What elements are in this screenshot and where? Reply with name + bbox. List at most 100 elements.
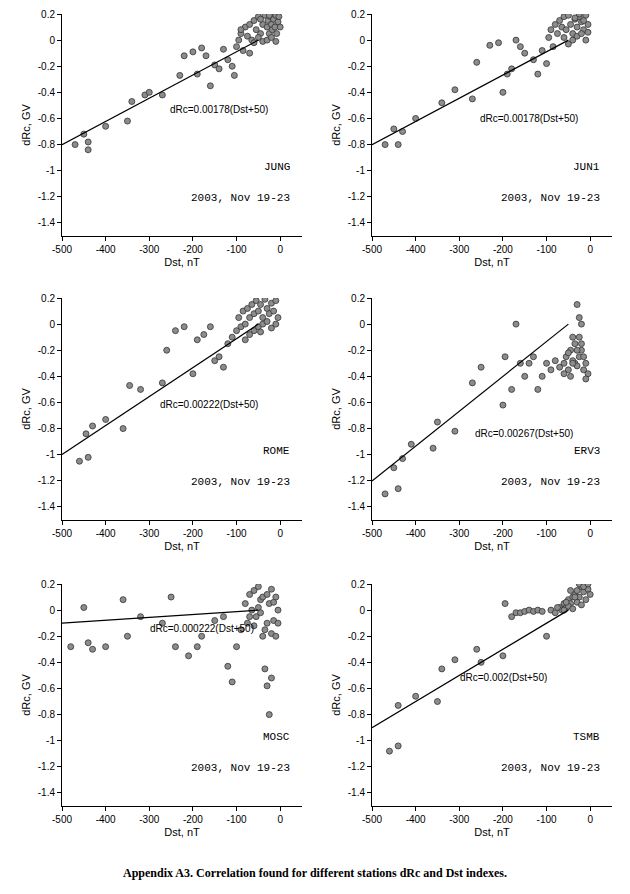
svg-text:-1: -1 <box>356 165 365 176</box>
svg-text:-1.2: -1.2 <box>348 475 366 486</box>
svg-text:dRc, GV: dRc, GV <box>330 388 342 430</box>
svg-text:TSMB: TSMB <box>573 731 600 743</box>
svg-text:-1.4: -1.4 <box>348 787 366 798</box>
svg-text:-100: -100 <box>227 814 247 825</box>
svg-text:dRc, GV: dRc, GV <box>330 674 342 716</box>
svg-text:dRc, GV: dRc, GV <box>330 104 342 146</box>
svg-text:0: 0 <box>49 605 55 616</box>
svg-text:0.2: 0.2 <box>41 293 55 304</box>
svg-text:-1.4: -1.4 <box>38 787 56 798</box>
svg-text:0.2: 0.2 <box>41 579 55 590</box>
svg-text:-1: -1 <box>356 735 365 746</box>
svg-text:-0.6: -0.6 <box>348 397 366 408</box>
svg-text:-100: -100 <box>537 244 557 255</box>
svg-text:-0.6: -0.6 <box>38 113 56 124</box>
svg-text:ROME: ROME <box>263 445 290 457</box>
svg-text:-300: -300 <box>139 814 159 825</box>
svg-text:-500: -500 <box>52 814 72 825</box>
svg-text:-500: -500 <box>362 528 382 539</box>
svg-text:-1.4: -1.4 <box>38 217 56 228</box>
svg-text:dRc=0.002(Dst+50): dRc=0.002(Dst+50) <box>460 672 547 683</box>
svg-text:-0.2: -0.2 <box>348 631 366 642</box>
svg-text:0: 0 <box>587 814 593 825</box>
svg-text:-1: -1 <box>46 449 55 460</box>
svg-text:-200: -200 <box>183 528 203 539</box>
svg-text:-1: -1 <box>356 449 365 460</box>
svg-text:-400: -400 <box>406 814 426 825</box>
svg-text:dRc, GV: dRc, GV <box>20 674 32 716</box>
svg-text:-0.8: -0.8 <box>38 139 56 150</box>
svg-text:0: 0 <box>277 528 283 539</box>
svg-text:-0.4: -0.4 <box>348 371 366 382</box>
svg-text:-1.2: -1.2 <box>38 191 56 202</box>
svg-text:MOSC: MOSC <box>263 731 290 743</box>
svg-text:-0.2: -0.2 <box>38 345 56 356</box>
svg-text:dRc=0.000222(Dst+50): dRc=0.000222(Dst+50) <box>150 623 254 634</box>
svg-text:Dst, nT: Dst, nT <box>164 826 200 838</box>
svg-text:-200: -200 <box>183 814 203 825</box>
svg-text:-1.4: -1.4 <box>348 501 366 512</box>
svg-text:0: 0 <box>359 319 365 330</box>
svg-text:2003, Nov 19-23: 2003, Nov 19-23 <box>501 192 600 204</box>
svg-text:Dst, nT: Dst, nT <box>474 826 510 838</box>
svg-text:-100: -100 <box>537 814 557 825</box>
svg-text:dRc, GV: dRc, GV <box>20 388 32 430</box>
svg-text:dRc=0.00178(Dst+50): dRc=0.00178(Dst+50) <box>170 104 268 115</box>
svg-text:-0.2: -0.2 <box>38 631 56 642</box>
svg-text:0: 0 <box>587 244 593 255</box>
svg-text:2003, Nov 19-23: 2003, Nov 19-23 <box>501 476 600 488</box>
svg-text:-0.6: -0.6 <box>348 113 366 124</box>
svg-text:-0.8: -0.8 <box>348 709 366 720</box>
svg-text:-0.4: -0.4 <box>348 87 366 98</box>
svg-text:-200: -200 <box>183 244 203 255</box>
svg-text:-0.2: -0.2 <box>348 61 366 72</box>
svg-text:0: 0 <box>359 35 365 46</box>
svg-text:-0.4: -0.4 <box>38 657 56 668</box>
svg-text:-400: -400 <box>406 244 426 255</box>
svg-text:-500: -500 <box>362 244 382 255</box>
svg-text:-1.2: -1.2 <box>38 761 56 772</box>
svg-text:-400: -400 <box>96 528 116 539</box>
svg-text:-100: -100 <box>227 244 247 255</box>
svg-text:JUNG: JUNG <box>264 161 290 173</box>
svg-text:-1: -1 <box>46 165 55 176</box>
svg-text:-500: -500 <box>52 244 72 255</box>
svg-text:-1.4: -1.4 <box>38 501 56 512</box>
svg-text:ERV3: ERV3 <box>574 445 600 457</box>
svg-text:-300: -300 <box>449 528 469 539</box>
svg-text:JUN1: JUN1 <box>573 161 600 173</box>
svg-text:-300: -300 <box>449 244 469 255</box>
svg-text:-400: -400 <box>406 528 426 539</box>
svg-text:-0.4: -0.4 <box>38 371 56 382</box>
svg-text:-0.6: -0.6 <box>348 683 366 694</box>
svg-text:0: 0 <box>587 528 593 539</box>
svg-text:0.2: 0.2 <box>351 293 365 304</box>
svg-text:-1: -1 <box>46 735 55 746</box>
svg-text:2003, Nov 19-23: 2003, Nov 19-23 <box>191 762 290 774</box>
svg-text:-300: -300 <box>139 244 159 255</box>
svg-text:0: 0 <box>359 605 365 616</box>
svg-text:-0.8: -0.8 <box>38 709 56 720</box>
svg-text:-1.2: -1.2 <box>38 475 56 486</box>
svg-text:0.2: 0.2 <box>351 9 365 20</box>
svg-text:-0.6: -0.6 <box>38 397 56 408</box>
svg-text:-400: -400 <box>96 814 116 825</box>
svg-text:-1.2: -1.2 <box>348 761 366 772</box>
svg-text:-0.4: -0.4 <box>348 657 366 668</box>
svg-text:Dst, nT: Dst, nT <box>164 540 200 552</box>
svg-text:0: 0 <box>277 814 283 825</box>
svg-text:-0.4: -0.4 <box>38 87 56 98</box>
svg-text:dRc=0.00222(Dst+50): dRc=0.00222(Dst+50) <box>160 399 258 410</box>
svg-text:Dst, nT: Dst, nT <box>474 540 510 552</box>
svg-text:dRc=0.00267(Dst+50): dRc=0.00267(Dst+50) <box>475 428 573 439</box>
svg-text:Dst, nT: Dst, nT <box>474 256 510 268</box>
svg-text:-0.8: -0.8 <box>348 423 366 434</box>
svg-text:dRc=0.00178(Dst+50): dRc=0.00178(Dst+50) <box>480 113 578 124</box>
svg-text:-1.4: -1.4 <box>348 217 366 228</box>
svg-text:-500: -500 <box>52 528 72 539</box>
svg-text:-0.8: -0.8 <box>38 423 56 434</box>
svg-text:-0.8: -0.8 <box>348 139 366 150</box>
svg-text:-300: -300 <box>139 528 159 539</box>
svg-text:-400: -400 <box>96 244 116 255</box>
svg-text:-0.2: -0.2 <box>348 345 366 356</box>
